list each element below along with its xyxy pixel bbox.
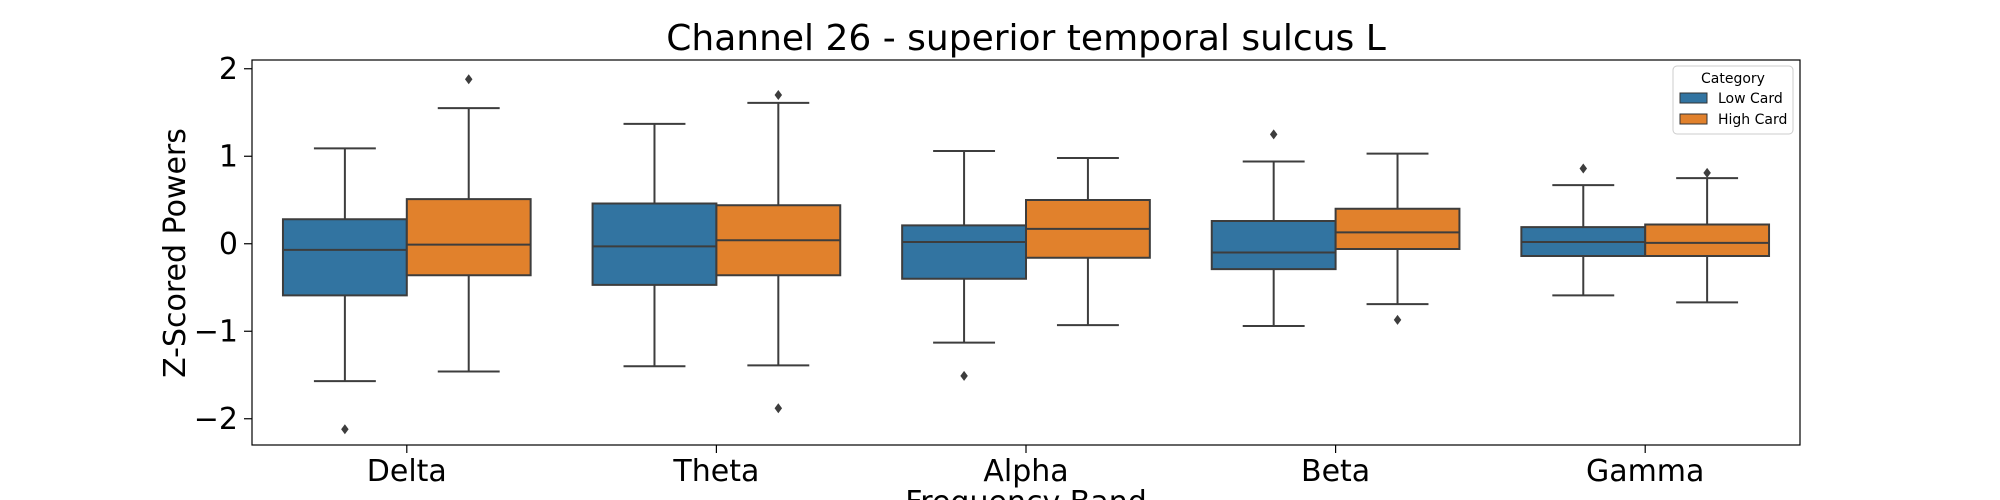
box-gamma-high-card: [1644, 167, 1771, 304]
outlier-point: [774, 403, 783, 414]
x-tick-label-theta: Theta: [672, 454, 759, 489]
y-tick-label: 0: [219, 227, 238, 262]
box-delta-low-card: [281, 147, 408, 435]
legend-swatch-high-card: [1679, 113, 1708, 125]
iqr-box: [405, 198, 532, 277]
x-tick-label-gamma: Gamma: [1586, 454, 1704, 489]
iqr-box: [1644, 223, 1771, 257]
outlier-point: [1269, 129, 1278, 140]
x-axis: Delta Theta Alpha Beta Gamma: [367, 445, 1704, 489]
box-delta-high-card: [405, 74, 532, 373]
y-tick-label: −1: [194, 314, 238, 349]
iqr-box: [901, 224, 1027, 280]
x-tick-label-alpha: Alpha: [983, 454, 1068, 489]
outlier-point: [1579, 163, 1588, 174]
outlier-point: [341, 424, 349, 435]
iqr-box: [591, 202, 718, 286]
iqr-box: [1210, 220, 1337, 271]
plot-area: [281, 74, 1771, 435]
outlier-point: [960, 370, 968, 381]
outlier-point: [774, 90, 783, 100]
box-beta-high-card: [1334, 152, 1461, 325]
x-tick-label-beta: Beta: [1301, 454, 1370, 489]
y-tick-label: −2: [194, 402, 238, 437]
legend-label-high-card: High Card: [1718, 112, 1787, 128]
chart-title: Channel 26 - superior temporal sulcus L: [666, 18, 1386, 59]
outlier-point: [1703, 167, 1711, 178]
box-theta-high-card: [715, 90, 842, 414]
box-beta-low-card: [1210, 129, 1337, 327]
outlier-point: [464, 74, 473, 85]
outlier-point: [1393, 314, 1402, 325]
iqr-box: [1334, 207, 1461, 250]
box-theta-low-card: [591, 122, 718, 368]
x-axis-label: Frequency Band: [905, 485, 1147, 500]
y-tick-label: 1: [219, 139, 238, 174]
legend: Category Low Card High Card: [1672, 65, 1794, 135]
y-tick-label: 2: [219, 52, 238, 87]
y-axis: 2 1 0 −1 −2: [194, 52, 252, 437]
box-alpha-low-card: [901, 150, 1027, 381]
y-axis-label: Z-Scored Powers: [158, 128, 193, 378]
box-alpha-high-card: [1025, 157, 1151, 327]
legend-label-low-card: Low Card: [1718, 91, 1783, 107]
box-gamma-low-card: [1520, 163, 1647, 297]
iqr-box: [281, 218, 408, 297]
x-tick-label-delta: Delta: [367, 454, 447, 489]
legend-title: Category: [1701, 71, 1765, 87]
legend-swatch-low-card: [1679, 92, 1708, 104]
